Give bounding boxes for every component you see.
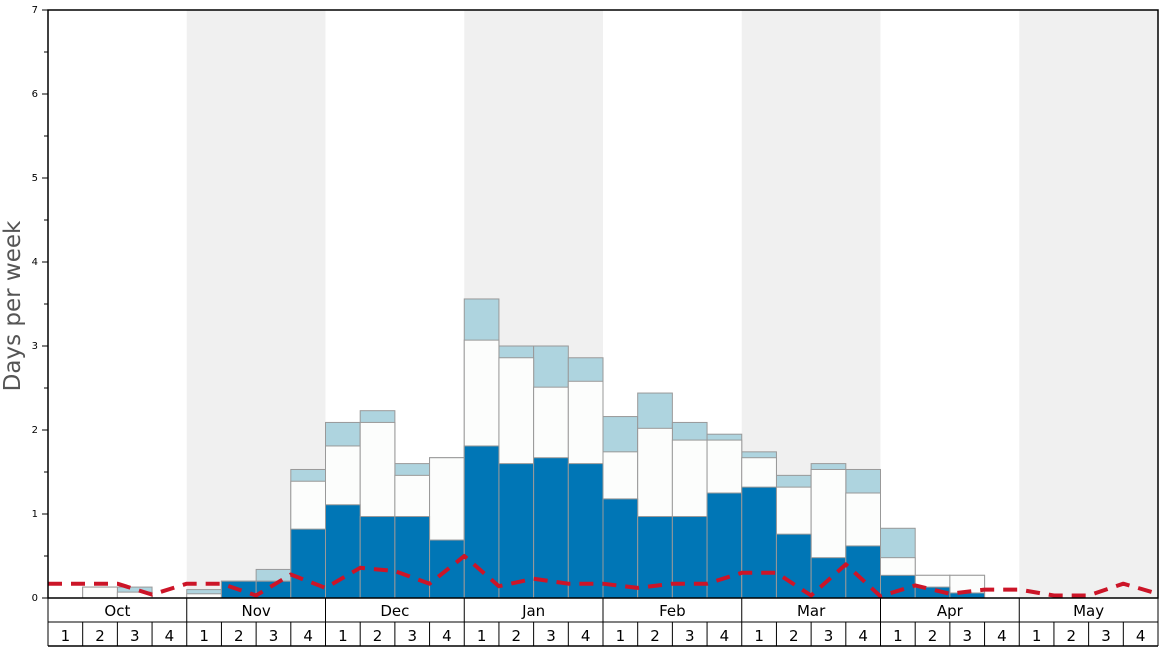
week-label: 4 bbox=[165, 627, 175, 645]
x-axis-month-week-table: Oct 1 2 3 4 Nov 1 2 3 4 Dec 1 2 3 4 Jan 1 2 3 4 Feb 1 2 3 4 Mar 1 2… bbox=[47, 598, 1159, 647]
week-label: 4 bbox=[581, 627, 591, 645]
y-tick-label: 7 bbox=[32, 5, 38, 16]
y-tick-label: 6 bbox=[32, 89, 38, 100]
week-label: 3 bbox=[407, 627, 417, 645]
bar-dark bbox=[741, 486, 777, 599]
month-shade-may bbox=[1019, 10, 1158, 598]
y-axis-label: Days per week bbox=[0, 220, 26, 391]
week-label: 2 bbox=[789, 627, 799, 645]
y-axis-ticks: 0 1 2 3 4 5 6 7 bbox=[32, 5, 48, 604]
bar-middle bbox=[82, 586, 118, 599]
week-label: 3 bbox=[269, 627, 279, 645]
week-label: 3 bbox=[1101, 627, 1111, 645]
month-label-oct: Oct bbox=[104, 602, 130, 620]
bar-dark bbox=[602, 498, 639, 599]
week-label: 1 bbox=[616, 627, 626, 645]
week-label: 1 bbox=[338, 627, 348, 645]
week-label: 3 bbox=[962, 627, 972, 645]
bars bbox=[82, 298, 986, 599]
week-label: 2 bbox=[512, 627, 522, 645]
month-label-dec: Dec bbox=[380, 602, 409, 620]
week-label: 4 bbox=[442, 627, 452, 645]
month-label-apr: Apr bbox=[937, 602, 964, 620]
week-label: 4 bbox=[303, 627, 313, 645]
week-label: 4 bbox=[720, 627, 730, 645]
week-label: 4 bbox=[858, 627, 868, 645]
bar-dark bbox=[325, 504, 361, 599]
month-shading bbox=[186, 10, 1158, 598]
y-tick-label: 4 bbox=[32, 257, 38, 268]
month-label-mar: Mar bbox=[797, 602, 826, 620]
week-label: 1 bbox=[61, 627, 71, 645]
y-tick-label: 2 bbox=[32, 425, 38, 436]
bar-dark bbox=[706, 492, 743, 599]
week-label: 3 bbox=[546, 627, 556, 645]
week-label: 4 bbox=[1136, 627, 1146, 645]
month-label-may: May bbox=[1073, 602, 1104, 620]
month-label-nov: Nov bbox=[241, 602, 270, 620]
dashed-line-series bbox=[48, 554, 1159, 599]
bar-dark bbox=[533, 457, 569, 599]
y-tick-label: 1 bbox=[32, 509, 38, 520]
bar-dark bbox=[671, 516, 708, 599]
bar-dark bbox=[394, 516, 431, 599]
week-label: 1 bbox=[1032, 627, 1042, 645]
bar-dark bbox=[775, 533, 812, 599]
week-label: 2 bbox=[1067, 627, 1077, 645]
week-label: 1 bbox=[754, 627, 764, 645]
week-label: 4 bbox=[997, 627, 1007, 645]
y-tick-label: 0 bbox=[32, 593, 38, 604]
bar-dark bbox=[498, 463, 535, 599]
week-label: 1 bbox=[477, 627, 487, 645]
month-label-feb: Feb bbox=[659, 602, 686, 620]
week-label: 2 bbox=[234, 627, 244, 645]
week-label: 3 bbox=[685, 627, 695, 645]
week-label: 3 bbox=[130, 627, 140, 645]
bar-dark bbox=[880, 574, 916, 599]
y-tick-label: 3 bbox=[32, 341, 38, 352]
week-label: 2 bbox=[373, 627, 383, 645]
bar-dark bbox=[463, 445, 500, 599]
week-label: 1 bbox=[893, 627, 903, 645]
bar-dark bbox=[567, 463, 604, 599]
y-tick-label: 5 bbox=[32, 173, 38, 184]
week-label: 2 bbox=[95, 627, 105, 645]
month-label-jan: Jan bbox=[521, 602, 545, 620]
bar-dark bbox=[359, 516, 396, 599]
week-label: 3 bbox=[824, 627, 834, 645]
week-label: 2 bbox=[650, 627, 660, 645]
week-label: 1 bbox=[199, 627, 209, 645]
dashed-line bbox=[48, 554, 1159, 599]
week-label: 2 bbox=[928, 627, 938, 645]
